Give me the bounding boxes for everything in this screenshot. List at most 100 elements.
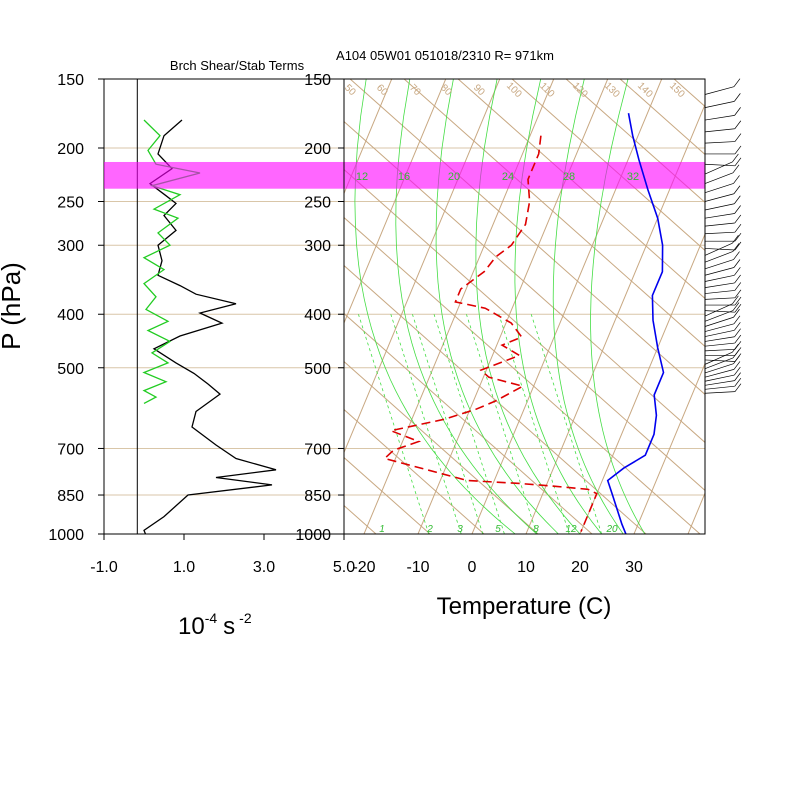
temperature-tick-label: 20 [571,559,589,576]
wind-barb-staff [704,163,735,167]
moist-adiabat-label: 32 [627,171,639,183]
wind-barb-flag [733,185,741,194]
wind-barb-flag [734,93,741,102]
wind-barbs [704,78,742,394]
mixing-ratio-line [412,314,484,534]
moist-adiabat-label: 16 [398,171,410,183]
mixing-ratio-label: 20 [605,524,618,535]
wind-barb-staff [704,336,735,342]
dry-adiabat [344,216,701,534]
isotherm [344,79,393,195]
isotherm [579,232,705,534]
right-y-tick-label: 200 [304,141,331,158]
right-y-tick-label: 150 [304,72,331,89]
wind-barb-staff [704,274,735,282]
wind-barb-staff [704,342,735,347]
right-panel-title: A104 05W01 051018/2310 R= 971km [336,48,554,63]
wind-barb-staff [704,128,735,133]
mixing-ratio-line [433,314,505,534]
right-y-tick-label: 700 [304,441,331,458]
wind-barb-staff [704,282,735,288]
wind-barb-staff [704,391,735,394]
isotherm [417,79,609,534]
dewpoint-line [383,135,598,532]
dry-adiabat [340,0,800,534]
dry-adiabat [403,79,705,348]
dry-adiabat [344,312,593,534]
wind-barb-flag [734,274,741,284]
moist-adiabat-label: 28 [563,171,575,183]
dry-adiabat [344,120,705,444]
moist-adiabat [395,79,538,534]
wind-barb-staff [704,310,734,322]
wind-barb-flag [732,295,739,305]
dry-adiabat [673,79,705,108]
dry-adiabat-label: 140 [635,80,655,100]
wind-barb-staff [704,380,735,386]
wind-barb-staff [704,259,734,270]
wind-barb-staff [704,359,735,362]
moist-adiabat [435,79,559,534]
wind-barb-flag [734,195,741,204]
moist-adiabat-label: 24 [502,171,514,183]
mixing-ratio-label: 5 [495,524,501,535]
wind-barb-staff [704,316,734,327]
wind-barb-staff [704,115,735,121]
isotherm [363,79,555,534]
isotherm [0,79,176,534]
wind-barb-flag [732,349,740,359]
wind-barb-flag [734,120,742,129]
left-x-axis-label-exponent-1: -4 [205,610,218,626]
highlight-band [104,161,705,189]
wind-barb-flag [732,343,739,353]
moist-adiabat [552,79,624,534]
wind-barb-flag [734,214,742,224]
wind-barb-staff [704,329,735,337]
wind-barb-staff [704,351,733,365]
mixing-ratio-line [358,314,430,534]
wind-barb-flag [734,383,742,392]
wind-barb-flag [733,259,741,268]
wind-barb-flag [734,366,741,376]
wind-barb-staff [704,231,735,235]
moist-adiabat [514,79,602,534]
dry-adiabat [511,79,705,252]
mixing-ratio-label: 1 [379,524,385,535]
wind-barb-flag [732,235,739,244]
left-y-tick-label: 250 [57,195,84,212]
left-x-axis-label-base: 10 [178,613,205,640]
left-y-tick-label: 400 [57,307,84,324]
wind-barb-staff [704,248,735,251]
left-x-tick-label: 5.0 [333,559,355,576]
dry-adiabat [344,168,705,492]
temperature-tick-label: -20 [352,559,375,576]
wind-barb-flag [734,296,742,306]
mixing-ratio-label: 12 [565,524,577,535]
mixing-ratio-line [466,314,538,534]
wind-barb-flag [734,107,741,116]
dry-adiabat-label: 90 [471,82,487,98]
dry-adiabat [448,0,800,534]
right-y-tick-label: 850 [304,488,331,505]
left-x-axis-label-exponent-2: -2 [239,610,252,626]
wind-barb-staff [704,101,735,108]
wind-barb-flag [734,267,741,276]
wind-barb-flag [733,355,740,364]
wind-barb-staff [704,297,735,300]
mixing-ratio-line [390,314,462,534]
wind-barb-flag [734,205,741,214]
dry-adiabat-label: 150 [667,80,687,100]
right-y-tick-label: 300 [304,238,331,255]
mixing-ratio-line [530,314,602,534]
shear-stability-panel: 150 200 250 300 400 500 700 850 1000 -1.0 1.0 3.0 5… [48,72,355,576]
wind-barb-flag [734,241,742,251]
skewt-panel-frame [343,78,706,535]
wind-barb-flag [734,303,742,313]
dry-adiabat [0,0,268,534]
wind-barb-flag [734,282,742,291]
temperature-tick-label: 30 [625,559,643,576]
mixing-ratio-label: 8 [533,524,539,535]
wind-barb-flag [734,233,742,242]
dry-adiabat [349,79,705,396]
left-x-tick-label: 3.0 [253,559,275,576]
